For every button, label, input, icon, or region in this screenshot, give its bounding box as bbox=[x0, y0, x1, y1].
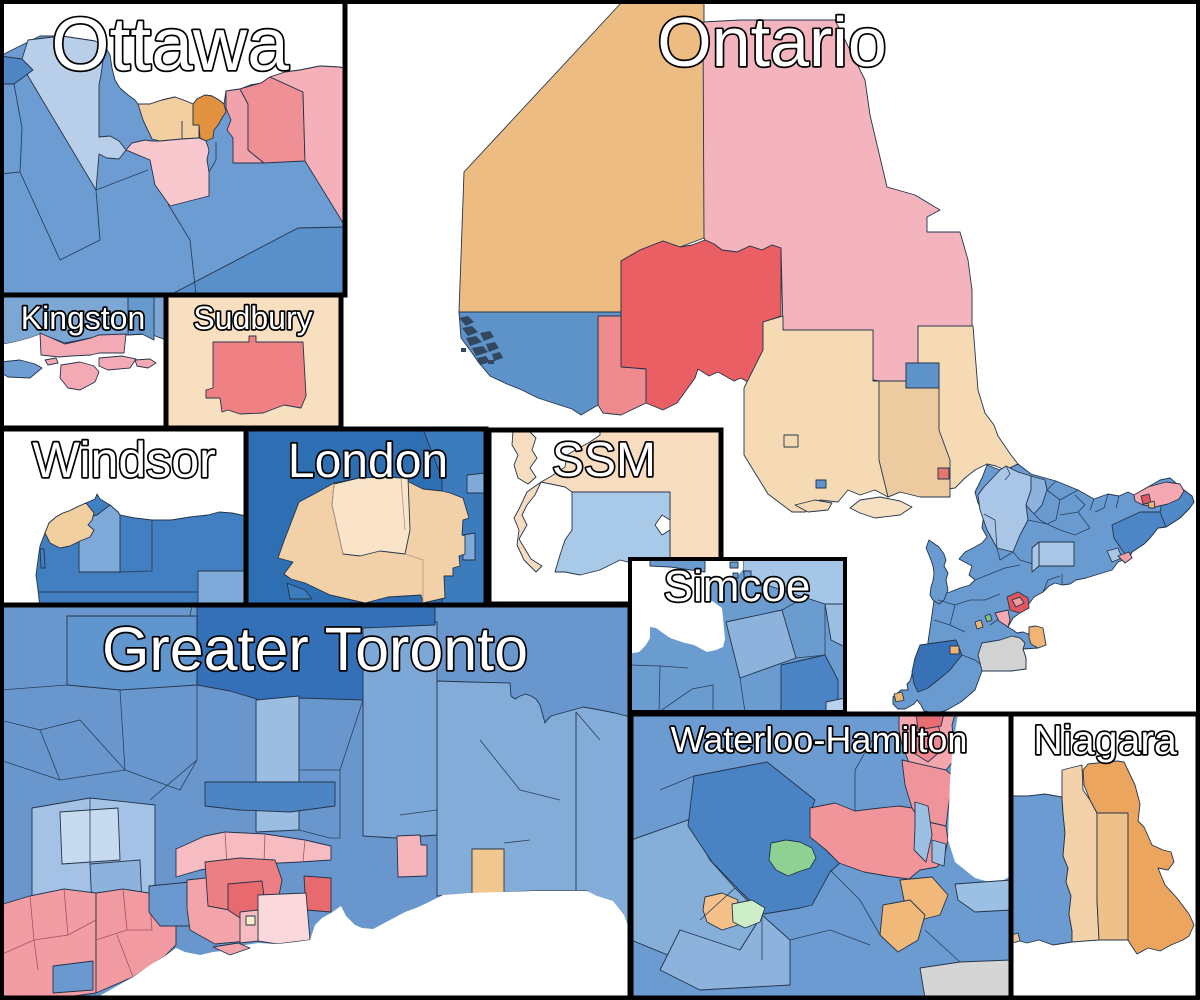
svg-text:Simcoe: Simcoe bbox=[664, 562, 811, 611]
svg-text:Waterloo-Hamilton: Waterloo-Hamilton bbox=[671, 719, 968, 760]
svg-text:Greater Toronto: Greater Toronto bbox=[102, 615, 528, 683]
svg-text:Windsor: Windsor bbox=[32, 432, 215, 488]
svg-text:London: London bbox=[288, 435, 448, 488]
svg-text:Ontario: Ontario bbox=[657, 3, 887, 81]
svg-text:Sudbury: Sudbury bbox=[193, 300, 312, 336]
svg-text:Ottawa: Ottawa bbox=[51, 2, 289, 86]
svg-text:Kingston: Kingston bbox=[21, 300, 146, 336]
svg-text:SSM: SSM bbox=[552, 434, 656, 487]
svg-text:Niagara: Niagara bbox=[1033, 717, 1177, 763]
